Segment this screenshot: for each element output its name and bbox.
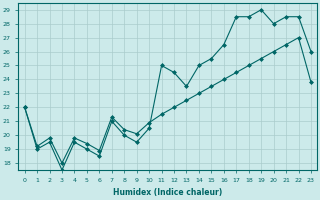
X-axis label: Humidex (Indice chaleur): Humidex (Indice chaleur) [113,188,222,197]
